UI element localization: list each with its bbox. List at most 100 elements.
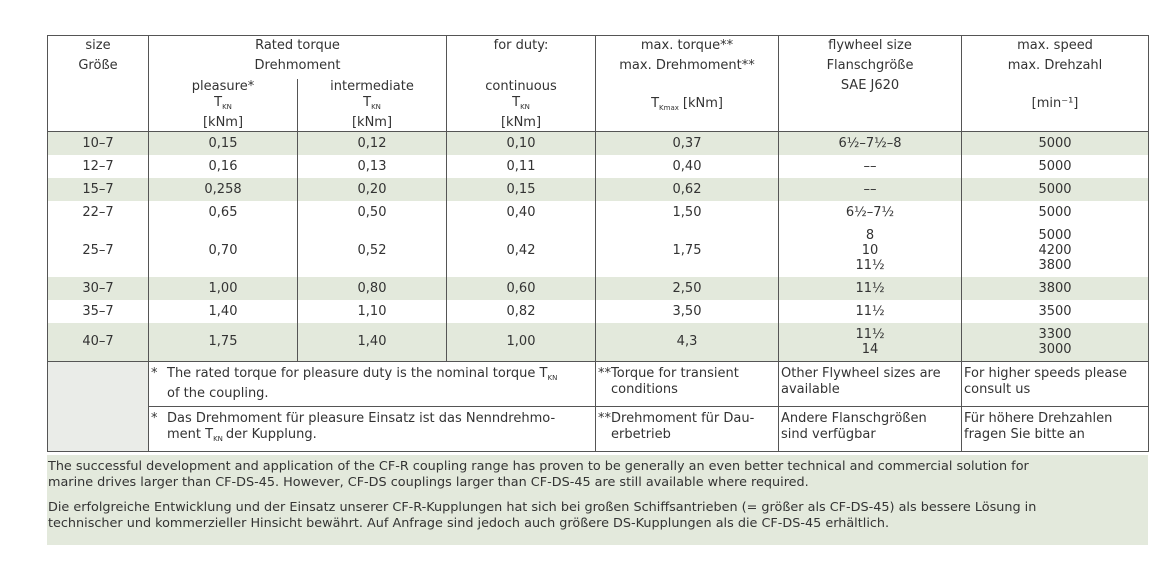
max-torque-header: max. torque** max. Drehmoment** TKmax [kNm] — [595, 35, 780, 132]
header-text: Drehmoment — [254, 58, 341, 73]
intermediate-cell: 0,13 — [296, 154, 448, 178]
header-text: size — [85, 38, 111, 53]
cell-line: 14 — [861, 341, 879, 357]
symbol-subscript: KN — [371, 102, 381, 111]
flywheel-cell: 8 10 11½ — [778, 223, 963, 277]
continuous-cell: 0,82 — [446, 299, 597, 323]
header-text: for duty: — [493, 38, 549, 53]
subscript: KN — [547, 373, 558, 382]
size-cell: 25–7 — [47, 223, 149, 277]
paragraph-line: technischer und kommerzieller Hinsicht b… — [48, 516, 890, 531]
footnote-row: * The rated torque for pleasure duty is t… — [47, 360, 1150, 451]
header-text: SAE J620 — [840, 78, 900, 93]
spacer — [599, 76, 775, 94]
footnote-line: Für höhere Drehzahlen — [964, 410, 1113, 426]
continuous-cell: 0,11 — [446, 154, 597, 178]
coupling-table: size Größe Rated torque Drehmoment for duty:… — [47, 35, 1150, 452]
header-text: Größe — [78, 58, 118, 73]
unit: [kNm] — [351, 114, 393, 130]
cell-line: 11½ — [855, 257, 885, 273]
symbol: T — [214, 94, 223, 110]
symbol-line: TKN — [450, 95, 592, 115]
pleasure-cell: 0,258 — [148, 177, 298, 201]
intermediate-cell: 0,52 — [296, 223, 448, 277]
intermediate-cell: 0,12 — [296, 131, 448, 155]
footnote-line: available — [781, 381, 840, 397]
footnote-line: Drehmoment für Dau- — [611, 410, 755, 426]
blank-cell — [47, 360, 149, 451]
pleasure-cell: 0,16 — [148, 154, 298, 178]
paragraph-line: marine drives larger than CF-DS-45. Howe… — [48, 475, 809, 490]
max-torque-cell: 0,40 — [595, 154, 780, 178]
footnote-text: Drehmoment für Dau-erbetrieb — [611, 411, 754, 443]
cell-line: 8 — [865, 227, 875, 243]
header-text: Rated torque — [255, 38, 340, 53]
symbol-subscript: Kmax — [659, 104, 679, 112]
symbol-line: TKN — [152, 95, 294, 115]
table-header: size Größe Rated torque Drehmoment for duty:… — [47, 35, 1150, 132]
symbol: T — [363, 94, 372, 110]
max-speed-cell: 3800 — [961, 276, 1150, 300]
size-cell: 30–7 — [47, 276, 149, 300]
rated-torque-header: Rated torque Drehmoment — [147, 35, 448, 79]
text: ment T — [167, 426, 214, 442]
symbol-subscript: KN — [222, 102, 232, 111]
max-torque-cell: 0,37 — [595, 131, 780, 155]
cell-line: 3300 — [1038, 326, 1072, 342]
continuous-cell: 0,10 — [446, 131, 597, 155]
notes: The successful development and applicati… — [47, 455, 1148, 545]
pleasure-cell: 0,70 — [148, 223, 298, 277]
flywheel-cell: –– — [778, 177, 963, 201]
cell-line: 5000 — [1038, 181, 1072, 197]
flywheel-cell: 11½ — [778, 276, 963, 300]
footnote-marker: ** — [598, 410, 612, 426]
footnote: Other Flywheel sizes are available — [778, 360, 963, 406]
flywheel-cell: 11½ — [778, 299, 963, 323]
header-text: max. torque** — [640, 38, 734, 53]
footnote-marker: * — [151, 365, 158, 381]
footnote-text: The rated torque for pleasure duty is th… — [167, 366, 560, 402]
intermediate-cell: 1,40 — [296, 322, 448, 361]
footnote-line: Torque for transient — [611, 365, 739, 381]
footnote: Andere Flanschgrößen sind verfügbar — [778, 405, 963, 451]
pleasure-cell: 0,65 — [148, 200, 298, 224]
max-torque-cell: 4,3 — [595, 322, 780, 361]
unit: [kNm] — [202, 114, 244, 130]
data-row: 22–7 0,65 0,50 0,40 1,50 6½–7½ 5000 — [47, 200, 1150, 224]
footnote-body: * The rated torque for pleasure duty is t… — [151, 366, 593, 402]
duty-name: pleasure* — [191, 78, 255, 94]
unit: [kNm] — [682, 96, 723, 111]
data-row: 30–7 1,00 0,80 0,60 2,50 11½ 3800 — [47, 276, 1150, 300]
footnote: * The rated torque for pleasure duty is t… — [147, 360, 597, 406]
duty-name: continuous — [485, 78, 557, 94]
size-header: size Größe — [47, 35, 149, 132]
text: of the coupling. — [167, 385, 269, 401]
flywheel-cell: –– — [778, 154, 963, 178]
size-cell: 22–7 — [47, 200, 149, 224]
paragraph: Die erfolgreiche Entwicklung und der Ein… — [48, 500, 1148, 532]
flywheel-cell: 6½–7½–8 — [778, 131, 963, 155]
header-text: max. speed — [1017, 38, 1093, 53]
intermediate-cell: 0,80 — [296, 276, 448, 300]
header-row: size Größe Rated torque Drehmoment for duty:… — [47, 35, 1150, 132]
pleasure-cell: 1,40 — [148, 299, 298, 323]
flywheel-cell: 11½ 14 — [778, 322, 963, 361]
size-cell: 35–7 — [47, 299, 149, 323]
footnote-line: of the coupling. — [167, 386, 560, 402]
intermediate-cell: 0,20 — [296, 177, 448, 201]
footnote-body: * Das Drehmoment für pleasure Einsatz ist… — [151, 411, 593, 447]
cell-line: –– — [863, 181, 877, 197]
cell-line: 11½ — [855, 280, 885, 296]
cell-line: 3800 — [1038, 257, 1072, 273]
header-row: pleasure* TKN [kNm] intermediate TKN [kNm] con… — [48, 78, 1149, 132]
header-text: Flanschgröße — [826, 58, 914, 73]
cell-line: –– — [863, 158, 877, 174]
max-speed-cell: 3500 — [961, 299, 1150, 323]
footnote-line: conditions — [611, 381, 678, 397]
paragraph: The successful development and applicati… — [48, 459, 1148, 491]
max-torque-cell: 0,62 — [595, 177, 780, 201]
footnote: ** Drehmoment für Dau-erbetrieb — [595, 405, 780, 451]
cell-line: 3800 — [1038, 280, 1072, 296]
data-row: 10–7 0,15 0,12 0,10 0,37 6½–7½–8 5000 — [47, 131, 1150, 155]
